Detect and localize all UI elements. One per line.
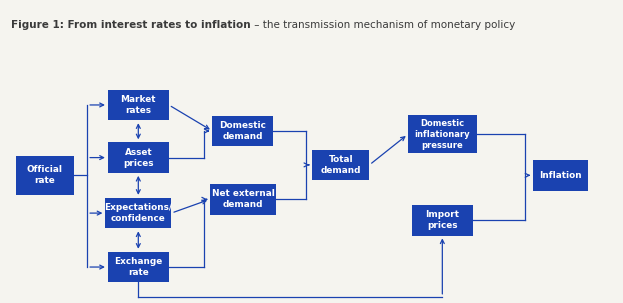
FancyBboxPatch shape: [108, 142, 169, 173]
Text: Import
prices: Import prices: [426, 210, 459, 230]
Text: Domestic
inflationary
pressure: Domestic inflationary pressure: [414, 119, 470, 150]
FancyBboxPatch shape: [108, 252, 169, 282]
Text: Domestic
demand: Domestic demand: [219, 121, 267, 141]
FancyBboxPatch shape: [16, 156, 74, 195]
Text: Exchange
rate: Exchange rate: [114, 257, 163, 277]
Text: Net external
demand: Net external demand: [212, 189, 274, 209]
FancyBboxPatch shape: [210, 184, 276, 215]
Text: Expectations/
confidence: Expectations/ confidence: [104, 203, 173, 223]
FancyBboxPatch shape: [312, 149, 369, 180]
FancyBboxPatch shape: [412, 205, 473, 235]
FancyBboxPatch shape: [408, 115, 477, 153]
FancyBboxPatch shape: [105, 198, 171, 228]
Text: Market
rates: Market rates: [121, 95, 156, 115]
Text: Asset
prices: Asset prices: [123, 148, 153, 168]
Text: Inflation: Inflation: [540, 171, 582, 180]
FancyBboxPatch shape: [212, 116, 273, 146]
Text: Total
demand: Total demand: [320, 155, 361, 175]
Text: Official
rate: Official rate: [27, 165, 63, 185]
FancyBboxPatch shape: [108, 90, 169, 120]
Text: – the transmission mechanism of monetary policy: – the transmission mechanism of monetary…: [251, 20, 515, 30]
Text: Figure 1: From interest rates to inflation: Figure 1: From interest rates to inflati…: [11, 20, 251, 30]
FancyBboxPatch shape: [533, 160, 588, 191]
